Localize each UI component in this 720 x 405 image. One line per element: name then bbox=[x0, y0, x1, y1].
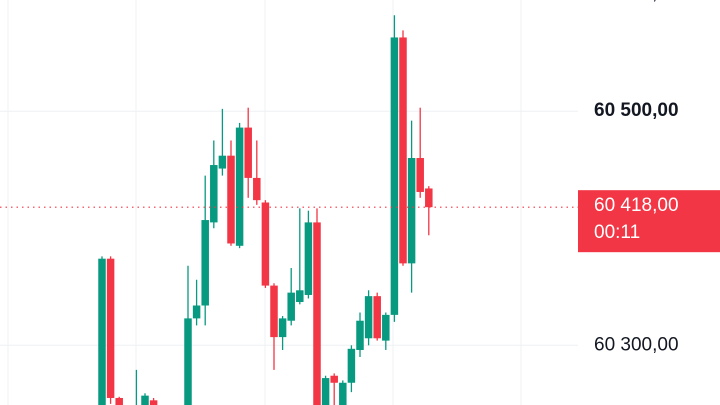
candle-body bbox=[304, 222, 313, 295]
candle-body bbox=[106, 258, 115, 398]
countdown: 00:11 bbox=[594, 222, 640, 243]
candle-body bbox=[407, 158, 416, 264]
candle-body bbox=[115, 397, 123, 405]
candle-body bbox=[227, 155, 235, 244]
candle-body bbox=[416, 158, 424, 192]
candle-body bbox=[296, 290, 304, 302]
candle-body bbox=[330, 375, 338, 383]
y-tick-label: 60 300,00 bbox=[594, 334, 679, 355]
candle-body bbox=[253, 177, 261, 201]
candle-body bbox=[201, 220, 209, 306]
candle-body bbox=[364, 296, 373, 339]
candle-body bbox=[210, 165, 218, 223]
last-price-box bbox=[578, 190, 720, 253]
y-tick-label: 60 500,00 bbox=[594, 100, 679, 121]
candle-body bbox=[313, 222, 321, 405]
candle-body bbox=[278, 318, 287, 338]
candle-body bbox=[373, 296, 381, 339]
candle-body bbox=[425, 188, 433, 208]
candle-body bbox=[270, 285, 278, 338]
candle-body bbox=[218, 155, 227, 169]
candle-body bbox=[390, 37, 399, 315]
candle-body bbox=[149, 400, 158, 405]
candle-body bbox=[244, 127, 252, 178]
candle-body bbox=[98, 258, 106, 405]
candle-body bbox=[321, 378, 330, 405]
candle-body bbox=[382, 314, 390, 341]
candle-body bbox=[399, 37, 407, 264]
candle-body bbox=[339, 382, 347, 405]
y-tick-label: 60 600,00 bbox=[594, 0, 679, 4]
candle-body bbox=[141, 395, 149, 405]
candle-body bbox=[192, 305, 201, 319]
candle-body bbox=[347, 348, 356, 383]
candle-body bbox=[356, 320, 364, 350]
candle-body bbox=[287, 292, 295, 321]
candle-body bbox=[261, 202, 270, 286]
candle-body bbox=[184, 318, 192, 405]
candle-body bbox=[235, 127, 244, 246]
last-price-label: 60 418,00 bbox=[594, 195, 679, 216]
